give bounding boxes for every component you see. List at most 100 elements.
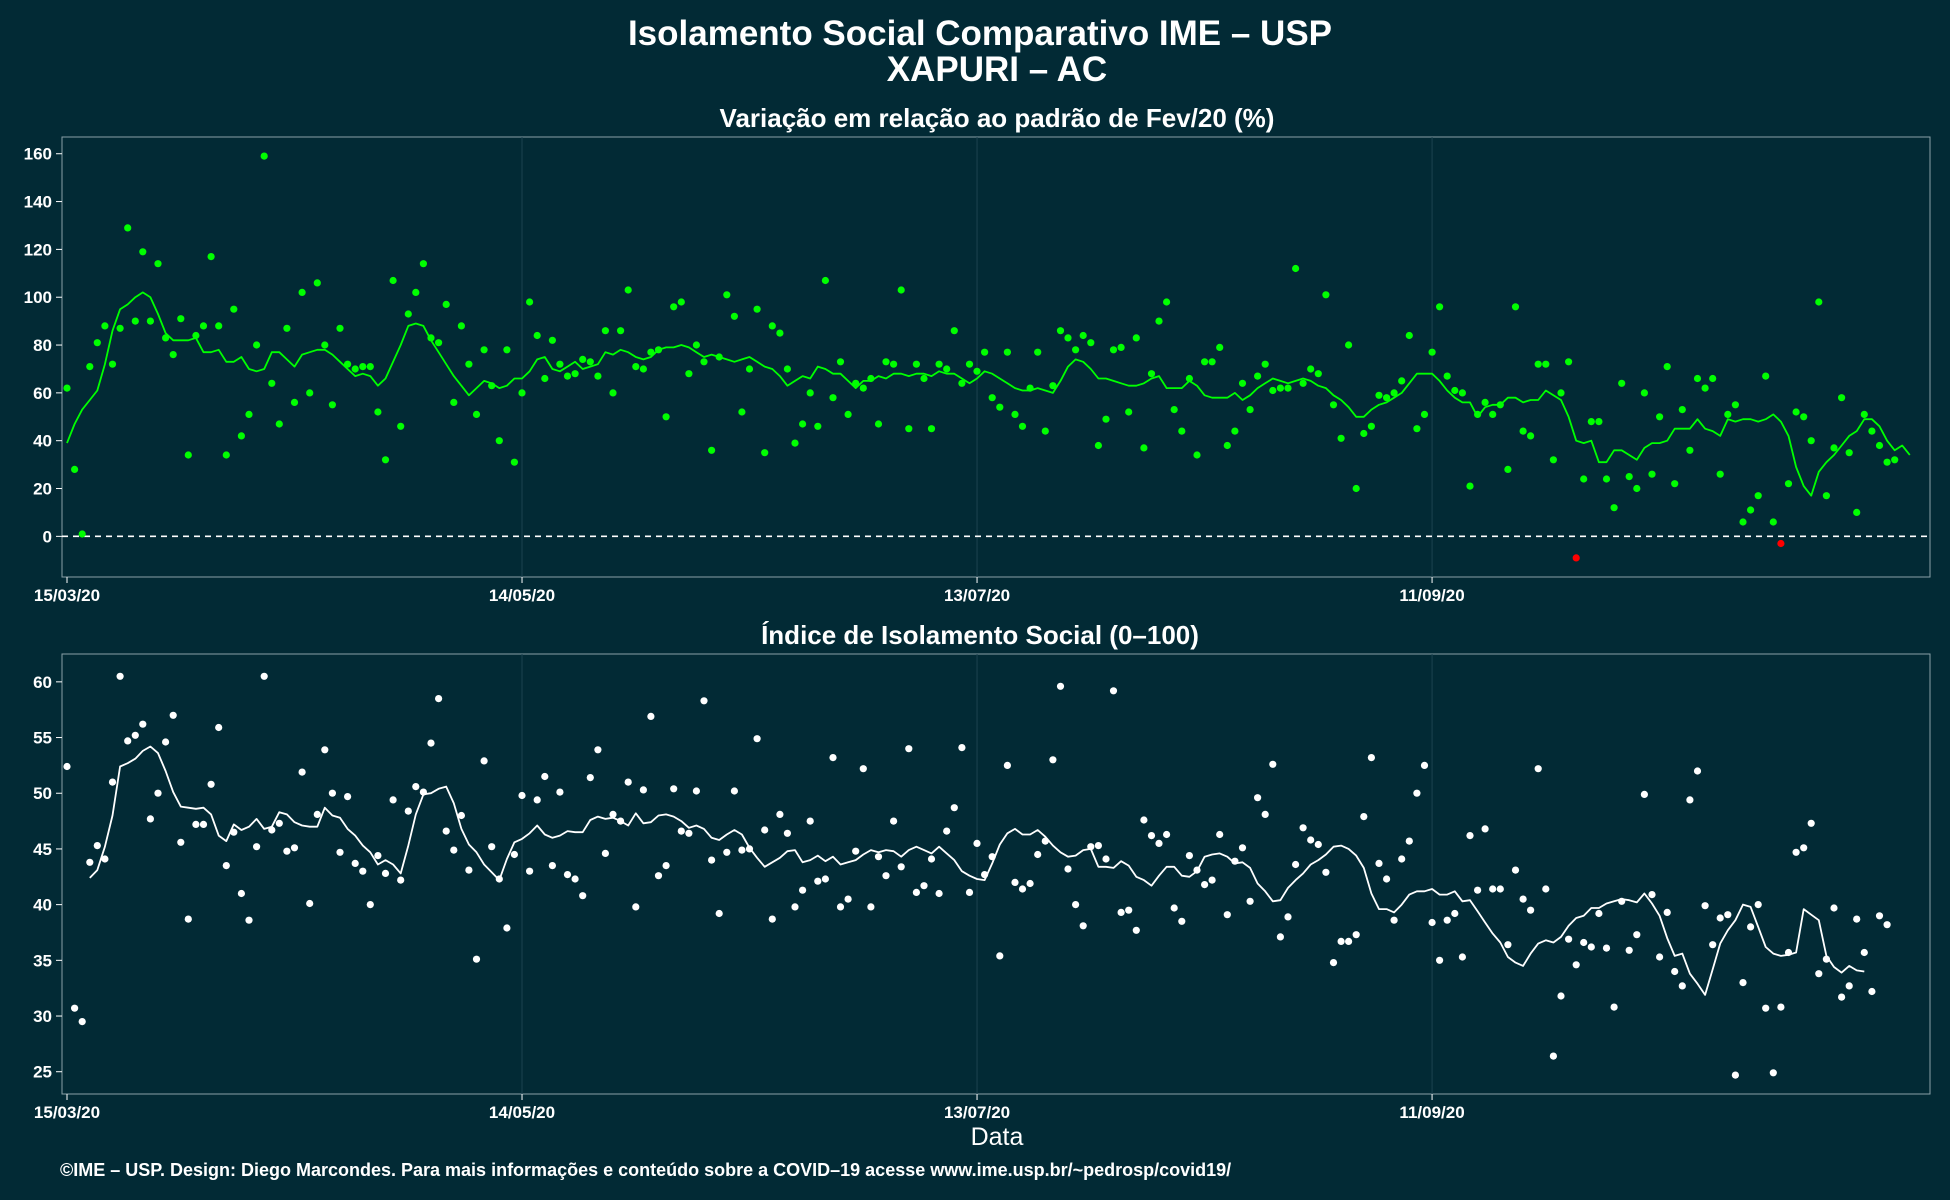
isolation-index-point-200 bbox=[1580, 938, 1588, 947]
isolation-index-point-158 bbox=[1261, 810, 1269, 819]
variation-point-121 bbox=[981, 348, 989, 356]
variation-point-82 bbox=[685, 370, 693, 378]
variation-point-167 bbox=[1329, 401, 1338, 409]
variation-point-89 bbox=[738, 408, 746, 416]
variation-point-169 bbox=[1345, 341, 1353, 349]
isolation-index-point-5 bbox=[101, 855, 109, 863]
isolation-index-point-34 bbox=[321, 746, 329, 754]
isolation-index-x-tick-label-3: 11/09/20 bbox=[1399, 1103, 1464, 1122]
variation-point-35 bbox=[328, 401, 336, 409]
isolation-index-point-232 bbox=[1822, 955, 1830, 963]
variation-point-61 bbox=[526, 298, 534, 306]
isolation-index-point-11 bbox=[146, 815, 154, 823]
isolation-index-point-156 bbox=[1246, 897, 1254, 905]
isolation-index-point-209 bbox=[1648, 891, 1656, 899]
variation-plot-area bbox=[61, 136, 1931, 578]
isolation-index-point-173 bbox=[1375, 859, 1383, 868]
isolation-index-point-227 bbox=[1784, 948, 1793, 957]
isolation-index-point-192 bbox=[1519, 895, 1527, 903]
isolation-index-point-121 bbox=[981, 871, 989, 879]
variation-point-103 bbox=[844, 410, 852, 418]
variation-point-73 bbox=[617, 327, 625, 335]
isolation-index-point-223 bbox=[1754, 901, 1762, 909]
variation-point-210 bbox=[1656, 413, 1664, 421]
variation-point-64 bbox=[548, 336, 557, 344]
variation-point-23 bbox=[237, 432, 245, 440]
variation-point-85 bbox=[708, 446, 716, 454]
variation-point-159 bbox=[1269, 386, 1277, 395]
variation-y-tick-label-160: 160 bbox=[24, 145, 52, 164]
isolation-index-point-157 bbox=[1254, 794, 1262, 802]
variation-point-224 bbox=[1762, 372, 1770, 380]
variation-point-57 bbox=[495, 437, 503, 445]
credits-caption: ©IME – USP. Design: Diego Marcondes. Par… bbox=[60, 1160, 1231, 1180]
variation-point-161 bbox=[1284, 384, 1292, 392]
isolation-index-point-106 bbox=[867, 903, 875, 911]
variation-point-10 bbox=[139, 248, 147, 256]
isolation-index-point-228 bbox=[1792, 848, 1800, 856]
isolation-index-point-189 bbox=[1496, 885, 1504, 893]
isolation-index-point-136 bbox=[1094, 842, 1102, 850]
isolation-index-point-233 bbox=[1830, 904, 1838, 912]
isolation-index-point-109 bbox=[890, 817, 898, 825]
isolation-index-point-143 bbox=[1147, 832, 1156, 840]
variation-point-112 bbox=[912, 360, 921, 368]
isolation-index-point-164 bbox=[1307, 836, 1315, 844]
variation-point-231 bbox=[1815, 298, 1823, 306]
isolation-index-point-72 bbox=[609, 810, 617, 819]
variation-point-137 bbox=[1102, 415, 1110, 423]
variation-point-86 bbox=[715, 353, 723, 361]
isolation-index-point-88 bbox=[730, 787, 739, 795]
isolation-index-point-54 bbox=[472, 955, 481, 963]
variation-point-3 bbox=[86, 363, 94, 371]
isolation-index-point-141 bbox=[1132, 926, 1140, 934]
variation-x-tick-label-0: 15/03/20 bbox=[34, 586, 100, 605]
isolation-index-point-234 bbox=[1838, 993, 1846, 1001]
isolation-index-x-tick-label-0: 15/03/20 bbox=[34, 1103, 100, 1122]
variation-point-196 bbox=[1549, 456, 1557, 464]
variation-point-67 bbox=[571, 370, 579, 378]
isolation-index-point-180 bbox=[1428, 918, 1436, 927]
variation-point-220 bbox=[1731, 401, 1739, 409]
variation-point-9 bbox=[131, 317, 139, 325]
isolation-index-point-177 bbox=[1405, 837, 1413, 845]
variation-point-192 bbox=[1519, 427, 1527, 435]
isolation-index-point-110 bbox=[897, 863, 905, 871]
isolation-index-point-99 bbox=[814, 877, 822, 885]
variation-point-59 bbox=[510, 458, 518, 466]
variation-point-79 bbox=[662, 413, 670, 421]
isolation-index-point-111 bbox=[905, 745, 913, 753]
isolation-index-point-118 bbox=[958, 744, 966, 752]
isolation-index-point-16 bbox=[184, 915, 192, 923]
variation-point-232 bbox=[1822, 492, 1830, 500]
isolation-index-point-38 bbox=[351, 859, 359, 868]
isolation-index-point-79 bbox=[662, 862, 670, 870]
isolation-index-point-21 bbox=[222, 862, 230, 870]
variation-point-24 bbox=[245, 410, 253, 418]
isolation-index-point-52 bbox=[457, 811, 465, 820]
isolation-index-point-151 bbox=[1208, 876, 1216, 884]
isolation-index-point-159 bbox=[1269, 760, 1277, 768]
isolation-index-point-96 bbox=[791, 903, 799, 911]
variation-point-19 bbox=[207, 253, 215, 261]
variation-point-165 bbox=[1314, 370, 1322, 378]
isolation-index-point-181 bbox=[1436, 956, 1444, 964]
variation-point-97 bbox=[799, 420, 807, 428]
isolation-index-point-31 bbox=[298, 768, 306, 776]
variation-point-175 bbox=[1390, 389, 1398, 397]
isolation-index-point-199 bbox=[1572, 961, 1580, 969]
isolation-index-panel-title: Índice de Isolamento Social (0–100) bbox=[761, 620, 1199, 650]
isolation-index-point-124 bbox=[1003, 761, 1012, 770]
variation-point-110 bbox=[897, 286, 905, 294]
variation-point-190 bbox=[1504, 465, 1512, 473]
isolation-index-point-82 bbox=[685, 829, 693, 837]
isolation-index-point-97 bbox=[799, 886, 807, 894]
isolation-index-point-196 bbox=[1549, 1052, 1557, 1060]
variation-point-53 bbox=[465, 360, 473, 368]
variation-point-42 bbox=[381, 456, 390, 464]
variation-point-68 bbox=[579, 355, 587, 363]
variation-point-184 bbox=[1458, 389, 1466, 397]
variation-point-0 bbox=[63, 384, 71, 392]
isolation-index-point-87 bbox=[723, 848, 731, 856]
